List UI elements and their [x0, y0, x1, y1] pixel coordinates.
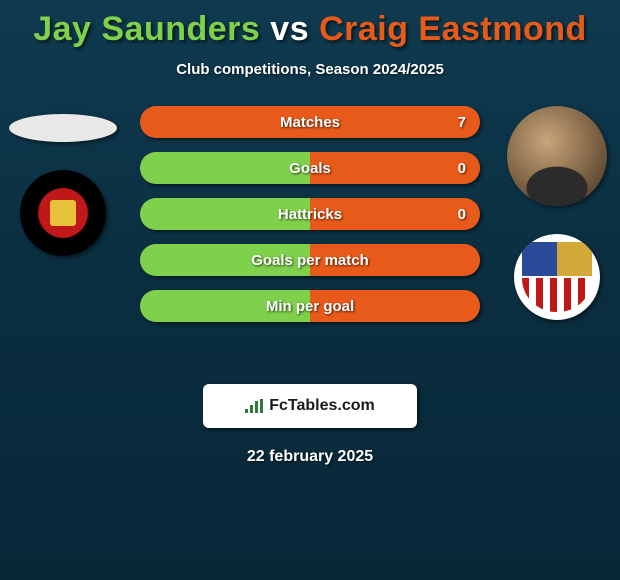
title-vs: vs	[270, 10, 309, 48]
stat-bar: Hattricks 0	[140, 198, 480, 230]
branding-badge[interactable]: FcTables.com	[203, 384, 417, 428]
date-label: 22 february 2025	[0, 448, 620, 466]
stat-bars: Matches 7 Goals 0 Hattricks 0 Goals per match M…	[140, 106, 480, 322]
player2-column	[502, 106, 612, 320]
stat-value-right: 0	[458, 160, 466, 177]
player1-name: Jay Saunders	[33, 10, 260, 48]
stat-value-right: 0	[458, 206, 466, 223]
stat-label: Goals	[289, 160, 331, 177]
player2-name: Craig Eastmond	[319, 10, 587, 48]
player1-avatar	[9, 114, 117, 142]
stat-bar: Matches 7	[140, 106, 480, 138]
branding-text: FcTables.com	[269, 397, 375, 415]
comparison-title: Jay Saunders vs Craig Eastmond	[0, 0, 620, 49]
stat-label: Hattricks	[278, 206, 342, 223]
player1-club-logo	[20, 170, 106, 256]
player1-column	[8, 106, 118, 256]
comparison-content: Matches 7 Goals 0 Hattricks 0 Goals per match M…	[0, 106, 620, 366]
stat-label: Matches	[280, 114, 340, 131]
subtitle: Club competitions, Season 2024/2025	[0, 61, 620, 78]
player2-avatar	[507, 106, 607, 206]
stat-label: Min per goal	[266, 298, 354, 315]
player2-club-logo	[514, 234, 600, 320]
chart-icon	[245, 399, 263, 413]
stat-bar: Goals per match	[140, 244, 480, 276]
stat-value-right: 7	[458, 114, 466, 131]
stat-bar: Min per goal	[140, 290, 480, 322]
stat-bar: Goals 0	[140, 152, 480, 184]
stat-label: Goals per match	[251, 252, 369, 269]
